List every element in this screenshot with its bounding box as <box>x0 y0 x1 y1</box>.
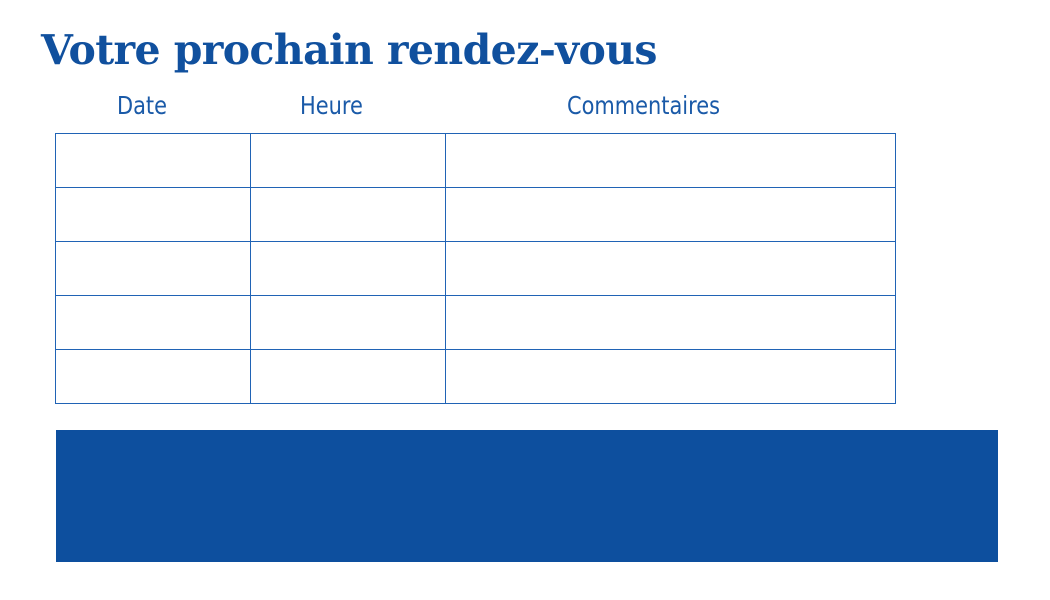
table-body <box>55 133 896 404</box>
cell-date[interactable] <box>55 349 251 404</box>
cell-heure[interactable] <box>250 295 446 350</box>
cell-heure[interactable] <box>250 133 446 188</box>
table-column-headers: Date Heure Commentaires <box>55 90 895 124</box>
footer-blue-block <box>56 430 998 562</box>
cell-commentaires[interactable] <box>445 187 896 242</box>
appointment-table <box>55 133 896 404</box>
table-row <box>55 187 896 242</box>
cell-heure[interactable] <box>250 349 446 404</box>
column-header-date: Date <box>117 91 168 120</box>
cell-date[interactable] <box>55 295 251 350</box>
cell-commentaires[interactable] <box>445 295 896 350</box>
cell-date[interactable] <box>55 241 251 296</box>
cell-commentaires[interactable] <box>445 133 896 188</box>
cell-heure[interactable] <box>250 187 446 242</box>
page-title: Votre prochain rendez-vous <box>41 26 658 74</box>
table-row <box>55 349 896 404</box>
table-row <box>55 133 896 188</box>
cell-date[interactable] <box>55 187 251 242</box>
column-header-heure: Heure <box>300 91 363 120</box>
table-row <box>55 295 896 350</box>
table-row <box>55 241 896 296</box>
cell-date[interactable] <box>55 133 251 188</box>
cell-commentaires[interactable] <box>445 241 896 296</box>
cell-heure[interactable] <box>250 241 446 296</box>
cell-commentaires[interactable] <box>445 349 896 404</box>
column-header-commentaires: Commentaires <box>567 91 720 120</box>
